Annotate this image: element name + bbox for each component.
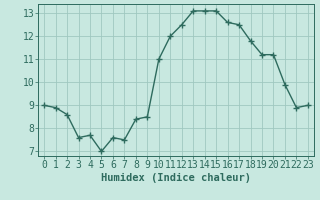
X-axis label: Humidex (Indice chaleur): Humidex (Indice chaleur) — [101, 173, 251, 183]
